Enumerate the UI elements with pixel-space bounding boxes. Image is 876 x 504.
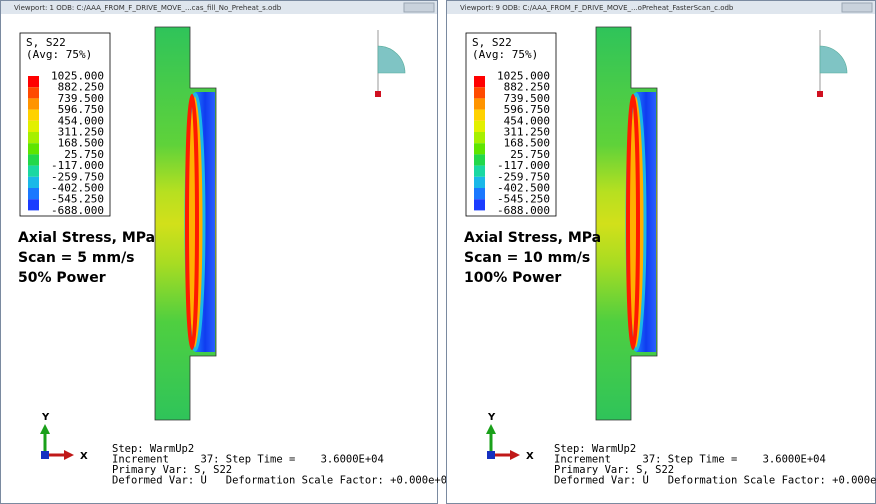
- legend-color: [474, 154, 485, 166]
- legend-value: -117.000: [497, 159, 550, 172]
- view-cube: [377, 45, 406, 74]
- legend-color: [474, 98, 485, 110]
- legend-value: 596.750: [504, 103, 550, 116]
- legend-color: [474, 165, 485, 177]
- annotation: Scan = 5 mm/s: [18, 250, 135, 266]
- triad-origin: [41, 451, 49, 459]
- legend-color: [28, 132, 39, 144]
- legend-title: S, S22: [472, 36, 512, 49]
- legend-value: 454.000: [58, 114, 104, 127]
- legend-value: 454.000: [504, 114, 550, 127]
- triad-x-head: [64, 450, 74, 460]
- triad-x-label: X: [80, 451, 88, 462]
- triad-y-label: Y: [41, 412, 50, 423]
- tensile-peak: [626, 94, 640, 350]
- step-info: Increment 37: Step Time = 3.6000E+04: [112, 454, 384, 466]
- legend-color: [28, 143, 39, 155]
- legend-color: [28, 87, 39, 99]
- tensile-peak: [185, 94, 199, 350]
- triad-x-label: X: [526, 451, 534, 462]
- legend-color: [474, 76, 485, 88]
- legend-value: -402.500: [497, 182, 550, 195]
- step-info: Deformed Var: U Deformation Scale Factor…: [112, 475, 453, 487]
- legend-color: [28, 109, 39, 121]
- legend-value: -117.000: [51, 159, 104, 172]
- legend-title: (Avg: 75%): [26, 48, 92, 61]
- legend-value: 739.500: [504, 92, 550, 105]
- legend-color: [28, 154, 39, 166]
- legend-color: [28, 98, 39, 110]
- viewport-title: Viewport: 9 ODB: C:/AAA_FROM_F_DRIVE_MOV…: [460, 4, 734, 12]
- legend-value: -402.500: [51, 182, 104, 195]
- annotation: 100% Power: [464, 270, 561, 286]
- legend-color: [474, 120, 485, 132]
- legend-value: -688.000: [51, 204, 104, 217]
- legend-color: [28, 165, 39, 177]
- legend-value: 739.500: [58, 92, 104, 105]
- window-buttons: [841, 2, 873, 13]
- view-cube: [819, 45, 848, 74]
- annotation: Scan = 10 mm/s: [464, 250, 590, 266]
- legend-value: -688.000: [497, 204, 550, 217]
- viewport-title: Viewport: 1 ODB: C:/AAA_FROM_F_DRIVE_MOV…: [14, 4, 282, 12]
- legend-value: 311.250: [58, 126, 104, 139]
- title-bar: [447, 1, 875, 14]
- legend-color: [28, 188, 39, 200]
- triad-x-head: [510, 450, 520, 460]
- triad-origin: [487, 451, 495, 459]
- annotation: 50% Power: [18, 270, 106, 286]
- legend-value: -259.750: [51, 170, 104, 183]
- legend-value: -545.250: [497, 193, 550, 206]
- triad-y-head: [486, 424, 496, 434]
- legend-value: 25.750: [510, 148, 550, 161]
- window-buttons: [403, 2, 435, 13]
- legend-value: 882.250: [504, 81, 550, 94]
- viewport: Viewport: 9 ODB: C:/AAA_FROM_F_DRIVE_MOV…: [446, 0, 876, 504]
- viewport: Viewport: 1 ODB: C:/AAA_FROM_F_DRIVE_MOV…: [0, 0, 453, 504]
- view-cube-origin: [817, 91, 823, 97]
- title-bar: [1, 1, 437, 14]
- legend-value: -259.750: [497, 170, 550, 183]
- legend-color: [474, 188, 485, 200]
- legend-color: [474, 87, 485, 99]
- legend-value: 882.250: [58, 81, 104, 94]
- legend-color: [474, 132, 485, 144]
- step-info: Deformed Var: U Deformation Scale Factor…: [554, 475, 876, 487]
- legend-value: -545.250: [51, 193, 104, 206]
- legend-value: 596.750: [58, 103, 104, 116]
- legend-color: [474, 199, 485, 211]
- legend-color: [28, 176, 39, 188]
- view-cube-origin: [375, 91, 381, 97]
- legend-color: [474, 143, 485, 155]
- legend-value: 168.500: [504, 137, 550, 150]
- step-info: Step: WarmUp2: [112, 443, 194, 455]
- legend-color: [28, 76, 39, 88]
- legend-color: [474, 109, 485, 121]
- legend-color: [28, 199, 39, 211]
- legend-value: 311.250: [504, 126, 550, 139]
- step-info: Increment 37: Step Time = 3.6000E+04: [554, 454, 826, 466]
- annotation: Axial Stress, MPa: [18, 230, 155, 246]
- annotation: Axial Stress, MPa: [464, 230, 601, 246]
- triad-y-head: [40, 424, 50, 434]
- legend-color: [474, 176, 485, 188]
- legend-value: 1025.000: [51, 70, 104, 83]
- legend-color: [28, 120, 39, 132]
- step-info: Step: WarmUp2: [554, 443, 636, 455]
- step-info: Primary Var: S, S22: [112, 464, 232, 476]
- legend-title: S, S22: [26, 36, 66, 49]
- part-contour: [154, 26, 217, 421]
- legend-value: 25.750: [64, 148, 104, 161]
- part-contour: [595, 26, 658, 421]
- step-info: Primary Var: S, S22: [554, 464, 674, 476]
- legend-title: (Avg: 75%): [472, 48, 538, 61]
- legend-value: 1025.000: [497, 70, 550, 83]
- legend-value: 168.500: [58, 137, 104, 150]
- triad-y-label: Y: [487, 412, 496, 423]
